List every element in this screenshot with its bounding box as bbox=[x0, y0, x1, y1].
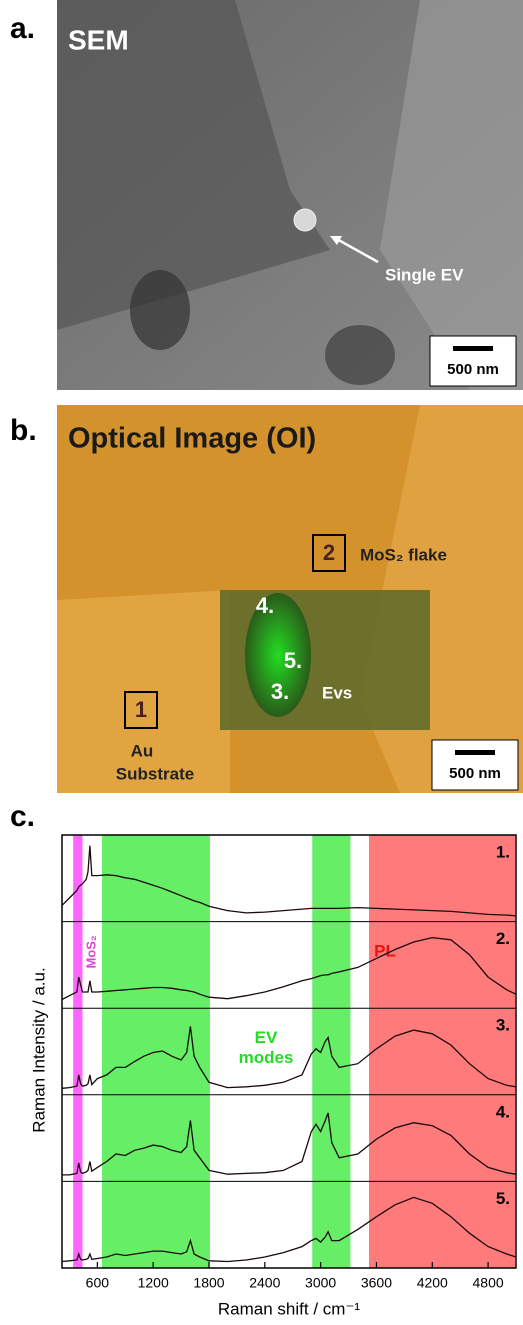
sem-panel: a. SEM Single EV 500 nm bbox=[10, 0, 523, 390]
x-tick-label: 1800 bbox=[193, 1275, 224, 1291]
x-tick-label: 3000 bbox=[305, 1275, 336, 1291]
x-tick-label: 2400 bbox=[249, 1275, 280, 1291]
annotation: Single EV bbox=[385, 265, 464, 284]
sem-blob bbox=[130, 270, 190, 350]
page: {"panel_a": {"label": "a.", "title": "SE… bbox=[0, 0, 523, 1325]
figure: a. SEM Single EV 500 nm b. Optical Image… bbox=[0, 0, 523, 1325]
scale-label: 500 nm bbox=[449, 765, 501, 782]
band-label: MoS₂ bbox=[83, 935, 98, 968]
x-axis-title: Raman shift / cm⁻¹ bbox=[218, 1299, 361, 1318]
x-tick-label: 600 bbox=[86, 1275, 110, 1291]
panel-title: Optical Image (OI) bbox=[68, 423, 316, 455]
trace-label: 3. bbox=[496, 1016, 510, 1035]
panel-label: b. bbox=[10, 414, 37, 447]
panel-label: c. bbox=[10, 800, 35, 833]
panel-label: a. bbox=[10, 12, 35, 45]
marker: 1 bbox=[135, 697, 147, 722]
band-label: EV bbox=[255, 1028, 278, 1047]
trace-label: 2. bbox=[496, 929, 510, 948]
x-tick-label: 3600 bbox=[361, 1275, 392, 1291]
substrate-label: Substrate bbox=[116, 764, 194, 783]
point-label: 4. bbox=[256, 593, 274, 618]
x-tick-label: 1200 bbox=[138, 1275, 169, 1291]
trace-label: 5. bbox=[496, 1189, 510, 1208]
x-tick-label: 4200 bbox=[417, 1275, 448, 1291]
scale-label: 500 nm bbox=[447, 361, 499, 378]
y-axis-title: Raman Intensity / a.u. bbox=[29, 967, 48, 1132]
trace-label: 4. bbox=[496, 1102, 510, 1121]
trace-label: 1. bbox=[496, 842, 510, 861]
panel-title: SEM bbox=[68, 24, 129, 55]
substrate-label: Au bbox=[131, 741, 154, 760]
x-tick-label: 4800 bbox=[473, 1275, 504, 1291]
band-label: modes bbox=[239, 1048, 294, 1067]
single-ev bbox=[294, 209, 316, 231]
band bbox=[73, 835, 82, 1268]
point-label: 5. bbox=[284, 648, 302, 673]
evs-label: Evs bbox=[322, 683, 352, 702]
optical-panel: b. Optical Image (OI) 2 MoS₂ flake 1 4. … bbox=[10, 405, 523, 793]
band bbox=[369, 835, 515, 1268]
scale-bar bbox=[455, 750, 495, 755]
marker: 2 bbox=[323, 540, 335, 565]
scale-bar bbox=[453, 346, 493, 351]
point-label: 3. bbox=[271, 679, 289, 704]
flake-label: MoS₂ flake bbox=[360, 545, 447, 564]
sem-blob bbox=[325, 325, 395, 385]
